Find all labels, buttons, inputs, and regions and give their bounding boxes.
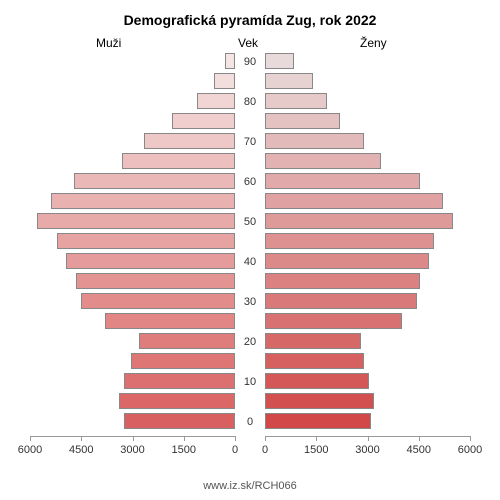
male-bar — [214, 73, 235, 89]
male-bar — [57, 233, 235, 249]
female-bar — [265, 113, 340, 129]
female-bar — [265, 233, 434, 249]
y-tick-label: 90 — [238, 56, 262, 68]
x-tick-label: 3000 — [350, 444, 386, 456]
x-tick — [235, 436, 236, 441]
female-bar — [265, 273, 420, 289]
y-tick-label: 10 — [238, 376, 262, 388]
male-label: Muži — [96, 36, 121, 50]
male-bar — [144, 133, 235, 149]
y-tick-label: 20 — [238, 336, 262, 348]
y-tick-label: 70 — [238, 136, 262, 148]
female-bar — [265, 413, 371, 429]
female-bar — [265, 173, 420, 189]
x-tick-label: 4500 — [63, 444, 99, 456]
female-bar — [265, 393, 374, 409]
male-bar — [172, 113, 235, 129]
male-bar — [131, 353, 235, 369]
male-bar — [105, 313, 235, 329]
female-bar — [265, 93, 327, 109]
female-bar — [265, 133, 364, 149]
female-bar — [265, 213, 453, 229]
y-tick-label: 0 — [238, 416, 262, 428]
female-bar — [265, 373, 369, 389]
male-bar — [119, 393, 235, 409]
female-bar — [265, 293, 417, 309]
x-tick-label: 1500 — [166, 444, 202, 456]
y-tick-label: 40 — [238, 256, 262, 268]
x-tick-label: 6000 — [452, 444, 488, 456]
x-tick — [419, 436, 420, 441]
male-bar — [124, 373, 235, 389]
x-tick — [265, 436, 266, 441]
female-bar — [265, 153, 381, 169]
x-tick — [30, 436, 31, 441]
male-bar — [74, 173, 235, 189]
male-bar — [51, 193, 236, 209]
y-tick-label: 80 — [238, 96, 262, 108]
footer-url: www.iz.sk/RCH066 — [0, 480, 500, 492]
female-bar — [265, 193, 443, 209]
male-bar — [66, 253, 235, 269]
male-bar — [139, 333, 235, 349]
x-tick — [81, 436, 82, 441]
female-label: Ženy — [360, 36, 387, 50]
age-label: Vek — [238, 36, 258, 50]
y-tick-label: 30 — [238, 296, 262, 308]
female-bar — [265, 73, 313, 89]
female-bar — [265, 313, 402, 329]
male-bar — [225, 53, 235, 69]
female-bar — [265, 333, 361, 349]
x-tick-label: 4500 — [401, 444, 437, 456]
x-tick-label: 3000 — [115, 444, 151, 456]
chart-title: Demografická pyramída Zug, rok 2022 — [0, 12, 500, 28]
x-tick-label: 0 — [247, 444, 283, 456]
male-bar — [76, 273, 235, 289]
male-bar — [37, 213, 235, 229]
female-bar — [265, 253, 429, 269]
x-tick — [368, 436, 369, 441]
pyramid-chart: Demografická pyramída Zug, rok 2022 Muži… — [0, 0, 500, 500]
x-tick-label: 1500 — [298, 444, 334, 456]
male-bar — [81, 293, 235, 309]
x-tick — [316, 436, 317, 441]
x-tick-label: 6000 — [12, 444, 48, 456]
male-bar — [197, 93, 235, 109]
x-tick — [184, 436, 185, 441]
male-bar — [122, 153, 235, 169]
y-tick-label: 50 — [238, 216, 262, 228]
female-bar — [265, 53, 294, 69]
male-bar — [124, 413, 235, 429]
female-bar — [265, 353, 364, 369]
y-tick-label: 60 — [238, 176, 262, 188]
x-tick — [470, 436, 471, 441]
x-tick — [133, 436, 134, 441]
